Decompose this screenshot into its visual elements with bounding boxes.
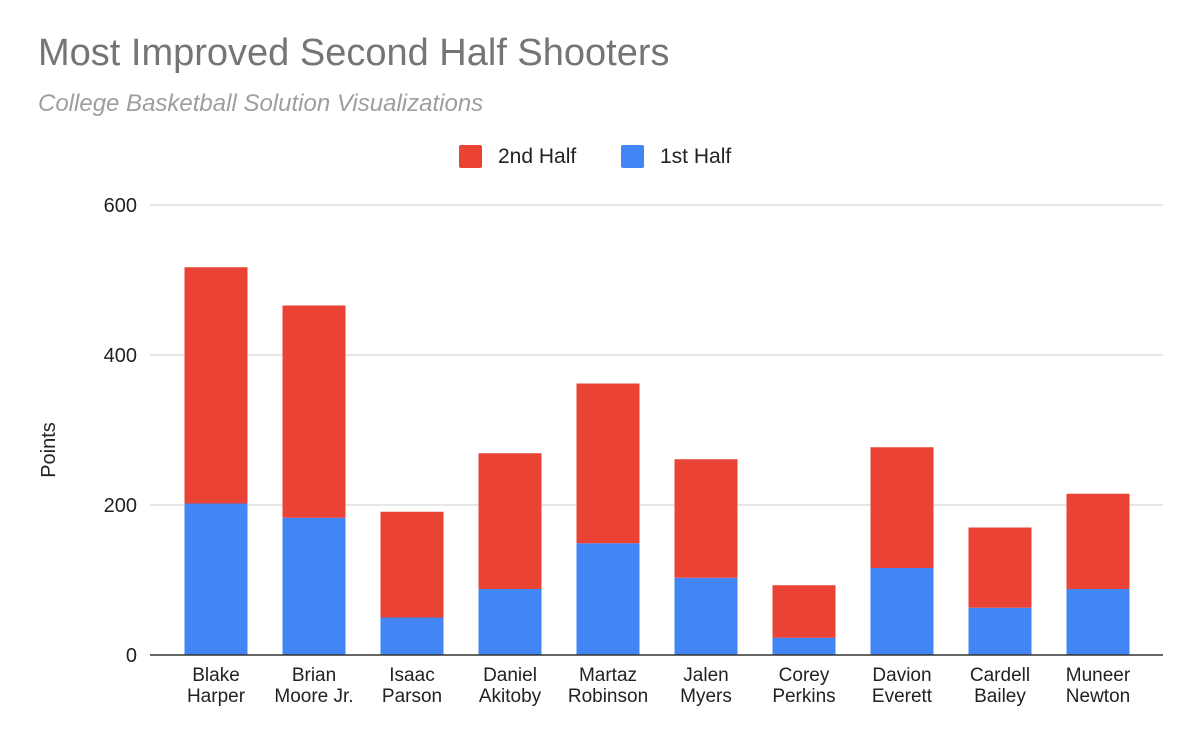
- bar-1st-half: [674, 577, 738, 655]
- y-tick-label: 600: [104, 195, 137, 217]
- bar-1st-half: [1066, 589, 1130, 655]
- y-tick-label: 400: [104, 345, 137, 367]
- x-tick-label: Cardell Bailey: [970, 665, 1030, 707]
- x-tick-label: Jalen Myers: [680, 665, 732, 707]
- bar-2nd-half: [576, 383, 640, 544]
- bar-1st-half: [478, 589, 542, 655]
- legend-label: 2nd Half: [498, 145, 576, 168]
- bar-1st-half: [380, 617, 444, 655]
- bar-2nd-half: [1066, 493, 1130, 589]
- bar-2nd-half: [478, 453, 542, 589]
- legend-swatch: [621, 145, 644, 168]
- bar-2nd-half: [380, 511, 444, 618]
- x-tick-label: Martaz Robinson: [568, 665, 648, 707]
- axes: 0 200 400 600 Blake Harper Brian Moore Jr. Isaac…: [104, 195, 1163, 707]
- chart-subtitle: College Basketball Solution Visualizatio…: [38, 90, 484, 117]
- bar-2nd-half: [184, 267, 248, 504]
- bar-2nd-half: [968, 527, 1032, 608]
- x-tick-label: Davion Everett: [872, 665, 933, 707]
- legend-label: 1st Half: [660, 145, 731, 168]
- bar-1st-half: [576, 543, 640, 655]
- bar-2nd-half: [870, 447, 934, 568]
- x-tick-label: Muneer Newton: [1066, 665, 1131, 707]
- legend-swatch: [459, 145, 482, 168]
- y-tick-label: 0: [126, 645, 137, 667]
- bars: [184, 267, 1130, 655]
- x-tick-label: Brian Moore Jr.: [274, 665, 353, 707]
- bar-1st-half: [184, 503, 248, 655]
- bar-1st-half: [870, 568, 934, 655]
- x-tick-label: Isaac Parson: [382, 665, 442, 707]
- legend: 2nd Half 1st Half: [459, 145, 731, 168]
- bar-1st-half: [772, 637, 836, 655]
- bar-2nd-half: [674, 459, 738, 578]
- bar-2nd-half: [282, 305, 346, 518]
- bar-1st-half: [282, 517, 346, 655]
- chart-title: Most Improved Second Half Shooters: [38, 32, 670, 74]
- x-tick-label: Blake Harper: [187, 665, 246, 707]
- x-tick-label: Corey Perkins: [772, 665, 835, 707]
- y-axis-label: Points: [38, 422, 60, 478]
- bar-1st-half: [968, 607, 1032, 655]
- x-tick-label: Daniel Akitoby: [479, 665, 542, 707]
- bar-2nd-half: [772, 585, 836, 638]
- y-tick-label: 200: [104, 495, 137, 517]
